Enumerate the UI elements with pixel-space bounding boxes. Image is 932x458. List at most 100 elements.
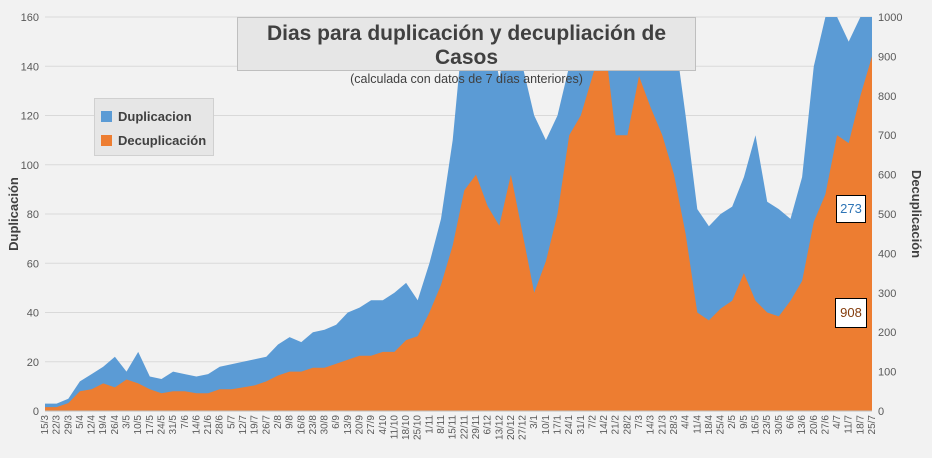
y-tick-label: 40 (27, 308, 39, 320)
y-tick-label: 60 (27, 258, 39, 270)
x-tick-label: 8/11 (436, 415, 447, 434)
y-tick-label: 0 (33, 406, 39, 418)
x-tick-label: 6/9 (331, 415, 342, 429)
y2-tick-label: 0 (878, 406, 884, 418)
x-tick-label: 21/6 (203, 415, 214, 435)
y-tick-label: 20 (27, 357, 39, 369)
x-tick-label: 13/12 (494, 415, 505, 440)
x-tick-label: 18/10 (401, 415, 412, 440)
x-tick-label: 25/7 (867, 415, 878, 435)
x-tick-label: 3/5 (122, 415, 133, 429)
x-tick-label: 2/5 (727, 415, 738, 429)
x-axis-ticks: 15/3 22/3 29/3 5/4 12/4 19/4 26/4 3/5 10/5 17/5 24… (40, 415, 878, 440)
x-tick-label: 22/11 (459, 415, 470, 440)
x-tick-label: 14/2 (599, 415, 610, 435)
x-tick-label: 29/3 (63, 415, 74, 435)
y-tick-label: 160 (21, 12, 39, 24)
x-tick-label: 9/5 (739, 415, 750, 429)
y2-tick-label: 900 (878, 51, 896, 63)
y-tick-label: 80 (27, 209, 39, 221)
legend-swatch-duplicacion (101, 110, 112, 122)
x-tick-label: 18/4 (704, 415, 715, 435)
legend-label-duplicacion: Duplicacion (118, 108, 192, 124)
y2-axis-ticks: 0 100 200 300 400 500 600 700 800 900 1000 (878, 12, 902, 418)
x-tick-label: 5/7 (226, 415, 237, 429)
x-tick-label: 19/7 (250, 415, 261, 435)
y2-tick-label: 100 (878, 367, 896, 379)
x-tick-label: 14/6 (191, 415, 202, 435)
x-tick-label: 14/3 (646, 415, 657, 435)
x-tick-label: 28/6 (215, 415, 226, 435)
callout-decuplicacion: 908 (835, 298, 867, 328)
legend-item-duplicacion: Duplicacion (101, 104, 207, 128)
x-tick-label: 20/12 (506, 415, 517, 440)
x-tick-label: 20/9 (354, 415, 365, 435)
area-decuplicacion (45, 36, 872, 411)
x-tick-label: 13/9 (343, 415, 354, 435)
x-tick-label: 27/6 (820, 415, 831, 435)
x-tick-label: 26/4 (110, 415, 121, 435)
x-tick-label: 7/6 (180, 415, 191, 429)
title-box: Dias para duplicación y decupliación de … (237, 17, 696, 86)
x-tick-label: 4/7 (832, 415, 843, 429)
x-tick-label: 2/8 (273, 415, 284, 429)
x-tick-label: 23/5 (762, 415, 773, 435)
y2-tick-label: 1000 (878, 12, 902, 24)
x-tick-label: 17/1 (553, 415, 564, 435)
y2-tick-label: 500 (878, 209, 896, 221)
y2-tick-label: 300 (878, 288, 896, 300)
x-tick-label: 9/8 (285, 415, 296, 429)
y-axis-title: Duplicación (6, 177, 21, 251)
x-tick-label: 19/4 (98, 415, 109, 435)
chart-subtitle: (calculada con datos de 7 días anteriore… (350, 72, 583, 86)
x-tick-label: 11/10 (389, 415, 400, 440)
x-tick-label: 3/1 (529, 415, 540, 429)
x-tick-label: 7/3 (634, 415, 645, 429)
y-tick-label: 140 (21, 61, 39, 73)
x-tick-label: 31/1 (576, 415, 587, 435)
x-tick-label: 12/7 (238, 415, 249, 435)
y2-tick-label: 600 (878, 170, 896, 182)
x-tick-label: 10/5 (133, 415, 144, 435)
x-tick-label: 15/3 (40, 415, 51, 435)
legend-item-decuplicacion: Decuplicación (101, 128, 207, 152)
x-tick-label: 28/2 (622, 415, 633, 435)
x-tick-label: 7/2 (587, 415, 598, 429)
y-tick-label: 120 (21, 111, 39, 123)
x-tick-label: 31/5 (168, 415, 179, 435)
x-tick-label: 30/5 (774, 415, 785, 435)
y2-tick-label: 700 (878, 130, 896, 142)
x-tick-label: 11/4 (692, 415, 703, 434)
x-tick-label: 28/3 (669, 415, 680, 435)
x-tick-label: 16/8 (296, 415, 307, 435)
chart-title: Dias para duplicación y decupliación de … (266, 22, 667, 69)
x-tick-label: 18/7 (855, 415, 866, 435)
x-tick-label: 12/4 (87, 415, 98, 435)
y2-tick-label: 400 (878, 248, 896, 260)
series-areas (45, 17, 872, 412)
legend-swatch-decuplicacion (101, 134, 112, 146)
x-tick-label: 24/5 (156, 415, 167, 435)
x-tick-label: 1/11 (424, 415, 435, 434)
x-tick-label: 29/11 (471, 415, 482, 440)
legend: Duplicacion Decuplicación (94, 98, 214, 156)
x-tick-label: 10/1 (541, 415, 552, 435)
x-tick-label: 4/10 (378, 415, 389, 435)
x-tick-label: 16/5 (751, 415, 762, 435)
x-tick-label: 20/6 (809, 415, 820, 435)
callout-duplicacion: 273 (836, 195, 866, 223)
x-tick-label: 26/7 (261, 415, 272, 435)
x-tick-label: 27/9 (366, 415, 377, 435)
x-tick-label: 4/4 (681, 415, 692, 429)
x-tick-label: 6/12 (483, 415, 494, 435)
x-tick-label: 30/8 (320, 415, 331, 435)
x-tick-label: 17/5 (145, 415, 156, 435)
x-tick-label: 6/6 (785, 415, 796, 429)
y-axis-ticks: 0 20 40 60 80 100 120 140 160 (21, 12, 39, 418)
x-tick-label: 25/4 (716, 415, 727, 435)
y2-axis-title: Decuplicación (909, 170, 924, 258)
x-tick-label: 21/2 (611, 415, 622, 435)
y-tick-label: 100 (21, 160, 39, 172)
x-tick-label: 11/7 (844, 415, 855, 434)
